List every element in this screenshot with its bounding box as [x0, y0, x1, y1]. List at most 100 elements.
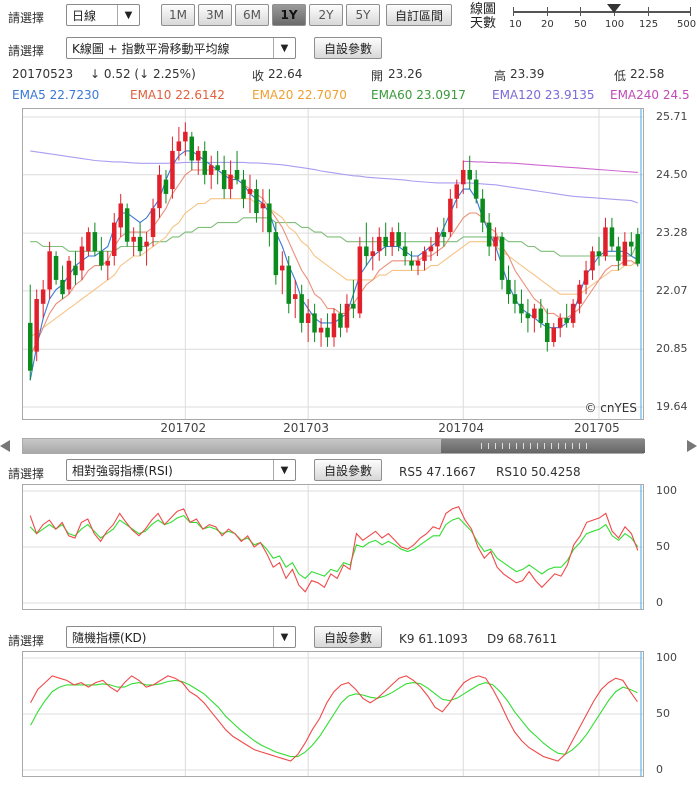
slider-label: 500 [677, 19, 697, 30]
scrollbar-track[interactable] [22, 438, 645, 454]
scroll-right-icon[interactable] [687, 440, 697, 452]
candle-body [47, 251, 52, 290]
ema60-legend: EMA60 23.0917 [371, 88, 466, 102]
rsi-axis: 100 50 0 [648, 484, 697, 610]
days-label-line2: 天數 [470, 16, 497, 31]
custom-range-button[interactable]: 自訂區間 [386, 4, 452, 26]
candle-body [545, 322, 550, 342]
slider-label: 125 [639, 19, 659, 30]
quote-change: ↓ 0.52 (↓ 2.25%) [90, 67, 196, 81]
period-select[interactable]: 日線 ▼ [66, 4, 140, 26]
ema60-line [30, 217, 639, 257]
rsi-tick-label: 100 [656, 484, 677, 497]
candle-body [538, 308, 544, 323]
kd-k-line [30, 675, 638, 762]
price-tick-label: 19.64 [656, 400, 688, 413]
slider-handle[interactable] [607, 4, 621, 13]
range-button-1m[interactable]: 1M [161, 4, 195, 26]
candle-body [170, 150, 175, 190]
candle-body [28, 322, 33, 371]
candle-body [40, 289, 46, 304]
candle-body [370, 251, 375, 257]
main-indicator-select[interactable]: K線圖 + 指數平滑移動平均線 ▼ [66, 37, 296, 59]
price-tick-label: 22.07 [656, 283, 688, 297]
rsi-indicator-select[interactable]: 相對強弱指標(RSI) ▼ [66, 459, 296, 481]
candle-body [241, 179, 246, 199]
candle-body [331, 313, 337, 338]
candle-body [53, 256, 59, 280]
kd-tick-label: 100 [656, 651, 677, 664]
days-label-line1: 線圖 [470, 2, 497, 17]
slider-track [513, 11, 691, 13]
candle-body [351, 303, 356, 309]
slider-label: 100 [605, 19, 625, 30]
slider-tick [513, 7, 514, 16]
candle-body [79, 246, 85, 271]
days-slider[interactable]: 10 20 50 100 125 500 [509, 4, 696, 32]
candle-body [189, 136, 194, 161]
chevron-down-icon: ▼ [117, 5, 139, 25]
close-label: 收 [252, 69, 265, 83]
candle-body [461, 170, 466, 185]
month-tick-label: 201705 [573, 421, 620, 435]
high-value: 23.39 [510, 67, 545, 81]
price-tick-label: 20.85 [656, 342, 688, 356]
kd-indicator-select[interactable]: 隨機指標(KD) ▼ [66, 626, 296, 648]
rsi-params-button[interactable]: 自設參數 [314, 459, 382, 481]
candlestick-chart[interactable]: © cnYES [22, 108, 644, 420]
rsi-tick-label: 0 [656, 596, 663, 609]
month-tick-label: 201704 [438, 421, 485, 435]
candle-body [112, 222, 117, 256]
candle-body [357, 246, 363, 314]
range-button-3m[interactable]: 3M [198, 4, 232, 26]
candle-body [92, 232, 98, 252]
candle-body [234, 170, 240, 180]
rsi-chart[interactable] [22, 484, 644, 610]
candle-body [557, 318, 563, 328]
ema240-legend: EMA240 24.5 [610, 88, 690, 102]
candle-body [305, 313, 311, 323]
ema5-legend: EMA5 22.7230 [12, 88, 100, 102]
candle-body [318, 327, 324, 333]
kd-chart[interactable] [22, 651, 644, 777]
range-button-6m[interactable]: 6M [235, 4, 269, 26]
candle-body [260, 203, 266, 209]
candle-body [616, 246, 621, 261]
scroll-left-icon[interactable] [0, 440, 10, 452]
rsi5-legend: RS5 47.1667 [399, 465, 477, 479]
candle-body [473, 179, 479, 199]
candle-body [183, 131, 188, 142]
date-axis: 201702 201703 201704 201705 [22, 421, 644, 437]
candle-body [273, 232, 279, 276]
watermark: © cnYES [584, 401, 637, 415]
candle-body [467, 170, 472, 180]
kd-tick-label: 0 [656, 763, 663, 776]
range-button-2y[interactable]: 2Y [309, 4, 343, 26]
candle-body [525, 313, 531, 319]
slider-label: 10 [509, 19, 522, 30]
kd-params-button[interactable]: 自設參數 [314, 626, 382, 648]
candle-body [629, 241, 634, 247]
candle-body [247, 189, 253, 194]
main-params-button[interactable]: 自設參數 [314, 37, 382, 59]
candle-body [267, 203, 272, 233]
quote-date: 20170523 [12, 67, 74, 81]
candle-body [157, 174, 162, 209]
kd-tick-label: 50 [656, 707, 670, 720]
candle-body [86, 232, 91, 252]
select-label: 請選擇 [8, 467, 45, 481]
candle-body [137, 236, 143, 252]
rsi-rs5-line [29, 506, 639, 593]
scrollbar-thumb[interactable] [441, 439, 645, 453]
low-label: 低 [614, 69, 627, 83]
candle-body [377, 236, 382, 252]
candle-body [383, 236, 388, 247]
rsi-tick-label: 50 [656, 540, 670, 553]
candle-body [448, 198, 453, 233]
candle-body [208, 165, 214, 175]
days-label: 線圖 天數 [470, 3, 496, 31]
candle-body [299, 294, 304, 323]
range-button-5y[interactable]: 5Y [346, 4, 380, 26]
range-button-1y[interactable]: 1Y [272, 4, 306, 26]
price-tick-label: 25.71 [656, 110, 688, 123]
